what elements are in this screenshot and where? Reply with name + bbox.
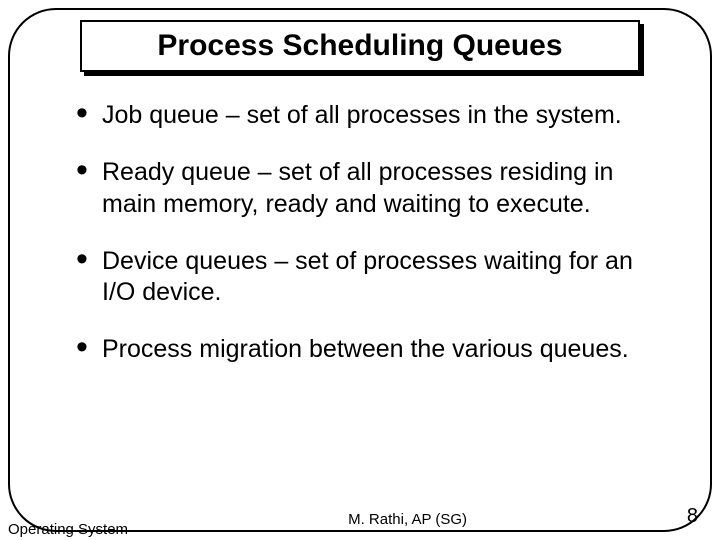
bullet-item: Ready queue – set of all processes resid… [76, 157, 660, 220]
footer-center: M. Rathi, AP (SG) [348, 511, 467, 528]
bullet-item: Device queues – set of processes waiting… [76, 246, 660, 309]
footer-left: Operating System [8, 522, 128, 539]
page-number: 8 [687, 505, 698, 528]
slide-title: Process Scheduling Queues [80, 20, 640, 72]
bullet-item: Process migration between the various qu… [76, 334, 660, 365]
bullet-item: Job queue – set of all processes in the … [76, 100, 660, 131]
content-area: Job queue – set of all processes in the … [76, 100, 660, 392]
title-box: Process Scheduling Queues [80, 20, 640, 72]
